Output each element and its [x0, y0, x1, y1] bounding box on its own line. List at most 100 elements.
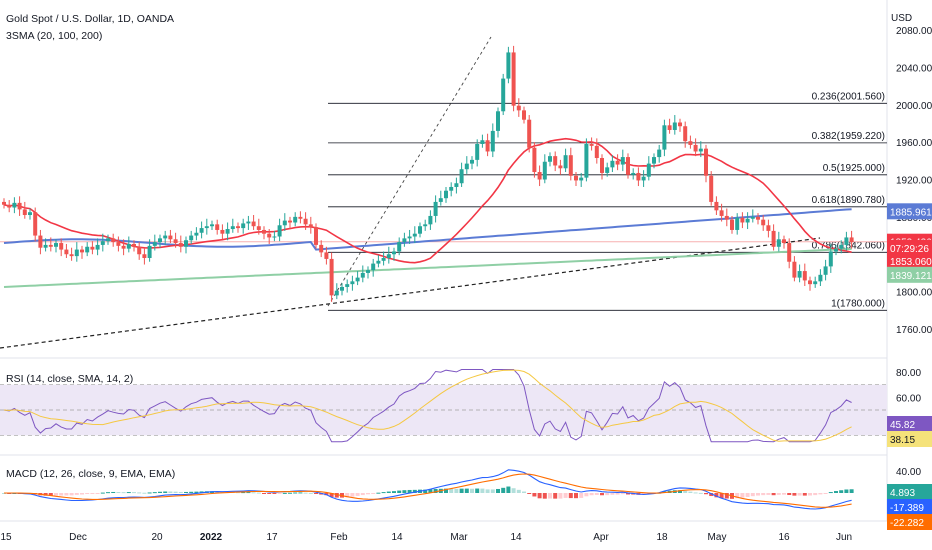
macd-histogram-bar [496, 488, 500, 493]
macd-histogram-bar [787, 493, 792, 496]
candle-body [704, 148, 708, 176]
candle-body [558, 165, 563, 169]
candle-body [480, 140, 485, 144]
candle-body [90, 246, 95, 250]
macd-histogram-bar [293, 492, 298, 494]
candle-body [59, 243, 64, 250]
candle-body [147, 245, 152, 258]
macd-histogram-bar [48, 493, 53, 496]
macd-histogram-bar [834, 491, 838, 493]
macd-histogram-bar [771, 493, 776, 496]
candle-body [527, 119, 532, 148]
macd-histogram-bar [215, 491, 220, 493]
price-tick-label: 1800.000 [896, 288, 932, 299]
macd-label[interactable]: MACD (12, 26, close, 9, EMA, EMA) [6, 468, 176, 480]
macd-histogram-bar [750, 493, 755, 497]
candle-body [48, 244, 53, 247]
candle-body [163, 235, 168, 239]
candle-body [761, 219, 766, 226]
macd-histogram-bar [589, 493, 594, 496]
candle-body [553, 156, 558, 166]
rsi-tick-label: 60.00 [896, 393, 921, 404]
macd-histogram-bar [506, 486, 511, 493]
candle-body [782, 239, 786, 244]
macd-histogram-bar [615, 493, 620, 495]
study-label[interactable]: 3SMA (20, 100, 200) [6, 30, 103, 42]
macd-histogram-bar [371, 493, 376, 494]
macd-histogram-bar [345, 493, 350, 498]
macd-histogram-bar [350, 493, 355, 497]
candle-body [839, 244, 844, 249]
candle-body [490, 130, 495, 152]
candle-body [470, 159, 474, 164]
candle-body [355, 277, 360, 282]
candle-body [423, 224, 428, 227]
candle-body [610, 160, 615, 168]
trendline-support [0, 237, 821, 349]
macd-histogram-bar [782, 493, 786, 495]
macd-histogram-bar [490, 489, 495, 493]
x-axis-label: 15 [0, 532, 12, 543]
candle-body [189, 235, 194, 241]
signal-line [4, 473, 852, 508]
candle-body [496, 111, 500, 131]
macd-histogram-bar [241, 492, 246, 494]
macd-histogram-bar [511, 488, 516, 493]
candle-body [412, 233, 417, 237]
candle-body [511, 52, 516, 106]
rsi-tag [887, 416, 932, 432]
macd-histogram-bar [334, 493, 339, 498]
candle-body [272, 236, 277, 238]
candle-body [350, 281, 355, 285]
macd-histogram-bar [766, 493, 771, 495]
candle-body [334, 290, 339, 296]
candle-body [641, 176, 646, 181]
candle-body [137, 246, 142, 255]
candle-body [584, 143, 589, 178]
x-axis-label: 14 [510, 532, 522, 543]
candle-body [178, 243, 183, 247]
candle-body [667, 125, 672, 130]
candle-body [204, 226, 209, 229]
candle-body [683, 126, 688, 142]
price-tag [887, 266, 932, 283]
price-tick-label: 2040.000 [896, 63, 932, 74]
candle-body [548, 156, 552, 162]
fib-level-label: 0.618(1890.780) [812, 195, 885, 206]
candle-body [709, 175, 714, 202]
sma20-line [3, 137, 852, 264]
candle-body [636, 172, 641, 181]
macd-histogram-bar [563, 493, 568, 498]
macd-histogram-bar [761, 493, 766, 496]
candle-body [345, 284, 350, 287]
macd-histogram-bar [423, 489, 428, 493]
macd-histogram-bar [132, 492, 136, 494]
candle-body [818, 274, 823, 282]
fib-level-label: 0.5(1925.000) [823, 163, 885, 174]
x-axis-label: 14 [391, 532, 403, 543]
macd-histogram-bar [126, 492, 131, 494]
macd-tick-label: 40.00 [896, 467, 921, 478]
macd-histogram-bar [740, 493, 745, 498]
macd-histogram-bar [54, 493, 58, 496]
macd-histogram-bar [381, 492, 386, 494]
candle-body [537, 172, 542, 180]
price-tag-label: 1839.121 [890, 271, 932, 282]
candle-body [433, 201, 438, 216]
macd-histogram-bar [719, 493, 724, 499]
macd-histogram-bar [568, 493, 573, 499]
currency-label: USD [891, 13, 913, 24]
macd-histogram-bar [392, 491, 396, 493]
macd-histogram-bar [808, 493, 812, 496]
candle-body [688, 141, 693, 145]
candle-body [464, 163, 469, 170]
candle-body [360, 272, 365, 278]
macd-histogram-bar [475, 488, 480, 493]
macd-histogram-bar [100, 492, 105, 494]
candle-body [282, 220, 287, 226]
candle-body [329, 258, 334, 296]
macd-histogram-bar [584, 493, 589, 497]
rsi-tag [887, 431, 932, 447]
rsi-label[interactable]: RSI (14, close, SMA, 14, 2) [6, 373, 134, 385]
